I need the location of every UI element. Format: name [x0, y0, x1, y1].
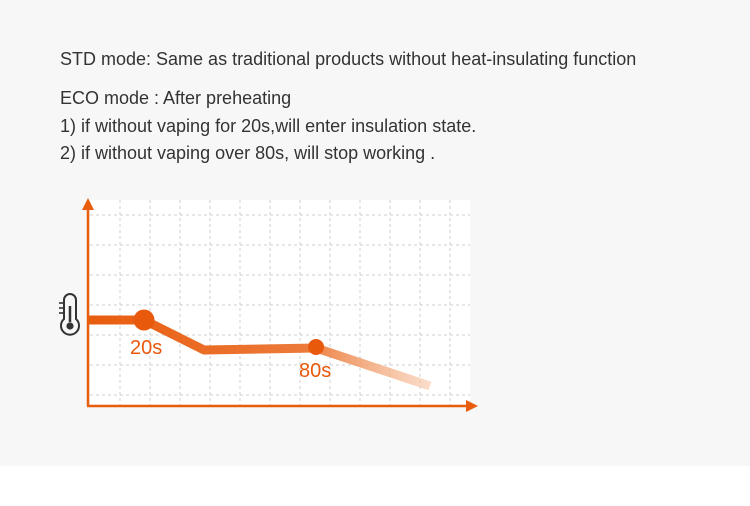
temperature-diagram: 20s 80s	[59, 198, 478, 412]
temperature-curve	[88, 315, 432, 391]
grid-lines	[90, 200, 470, 405]
thermometer-icon	[59, 293, 80, 336]
marker-20s-label: 20s	[130, 337, 162, 359]
grid-background	[90, 200, 470, 407]
x-axis-arrow	[466, 400, 478, 412]
x-axis	[87, 400, 478, 412]
eco-rule-1-text: 1) if without vaping for 20s,will enter …	[60, 116, 477, 136]
eco-mode-text: ECO mode : After preheating	[60, 88, 292, 108]
y-axis	[82, 198, 94, 406]
std-mode-text: STD mode: Same as traditional products w…	[60, 49, 637, 69]
marker-80s-label: 80s	[299, 360, 331, 382]
marker-80s	[308, 339, 324, 355]
content-panel: STD mode: Same as traditional products w…	[59, 49, 637, 412]
eco-rule-2-text: 2) if without vaping over 80s, will stop…	[60, 143, 436, 163]
marker-20s	[133, 309, 155, 331]
y-axis-arrow	[82, 198, 94, 210]
